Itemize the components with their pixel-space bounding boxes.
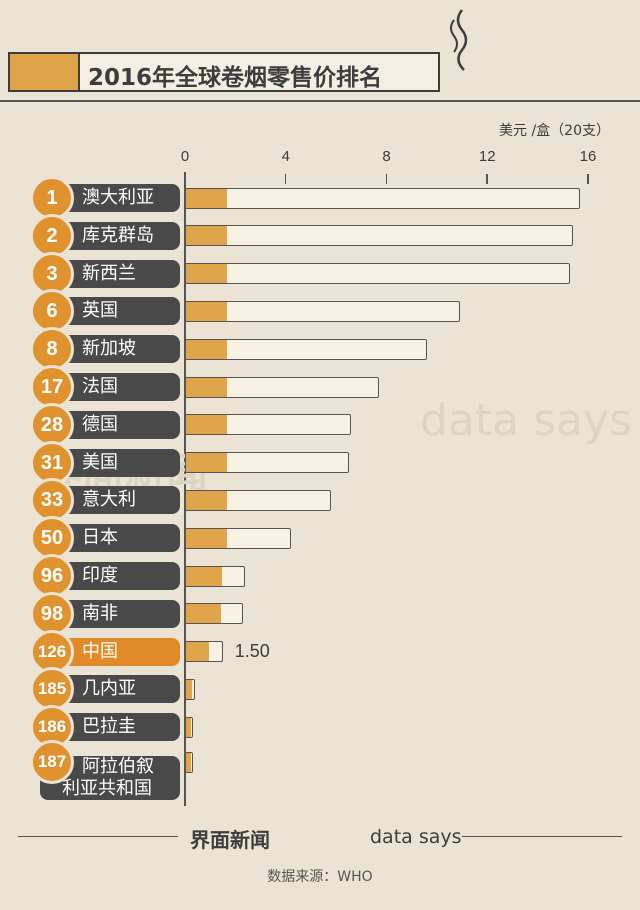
- rank-badge: 186: [30, 705, 74, 750]
- bar-filter: [186, 415, 227, 435]
- bar: [185, 338, 427, 360]
- bar: [185, 263, 571, 285]
- bar-filter: [186, 339, 227, 359]
- rank-badge: 185: [30, 667, 74, 712]
- source: 数据来源：WHO: [267, 869, 373, 885]
- bar-filter: [186, 377, 227, 397]
- bar-filter: [186, 264, 227, 284]
- rank-badge: 187: [30, 740, 74, 784]
- bar: [185, 751, 193, 773]
- bar: [185, 641, 223, 663]
- bar: [185, 603, 243, 625]
- title-box: [8, 52, 440, 92]
- bar: [185, 300, 460, 322]
- rank-badge: 17: [30, 365, 74, 409]
- bar: [185, 452, 349, 474]
- rank-badge: 6: [30, 289, 74, 334]
- rank-badge: 96: [30, 554, 74, 598]
- brand-logo: 界面新闻: [190, 828, 270, 852]
- value-label: 1.50: [234, 640, 270, 661]
- x-tick-label: 4: [281, 148, 290, 165]
- bar-filter: [186, 604, 221, 624]
- smoke: [450, 9, 468, 71]
- rank-badge: 50: [30, 516, 74, 561]
- bar: [185, 527, 291, 549]
- bar-filter: [186, 528, 227, 548]
- rank-badge: 2: [30, 213, 74, 258]
- footer-rule: [462, 836, 622, 837]
- bar: [185, 489, 332, 511]
- footer-rule: [18, 836, 178, 837]
- axis-line: [184, 172, 186, 806]
- x-tick-label: 0: [180, 148, 190, 165]
- bar: [185, 414, 352, 436]
- chart-title: 2016年全球卷烟零售价排名: [88, 65, 383, 91]
- x-tick-label: 12: [478, 148, 496, 165]
- bar-filter: [186, 717, 191, 737]
- tick-mark: [184, 174, 186, 184]
- bar: [185, 225, 573, 247]
- brand-logo: data says: [370, 826, 462, 848]
- bar-filter: [186, 752, 191, 772]
- bar-filter: [186, 188, 227, 208]
- tick-mark: [385, 174, 387, 184]
- x-tick-label: 8: [382, 148, 391, 165]
- bar: [185, 565, 246, 587]
- x-tick-label: 16: [579, 148, 597, 165]
- bar-filter: [186, 226, 227, 246]
- tick-mark: [284, 174, 287, 184]
- bar-filter: [186, 453, 227, 473]
- bar: [185, 716, 193, 738]
- bar: [185, 678, 196, 700]
- unit-label: 美元 /盒（20支）: [499, 123, 610, 139]
- watermark: data says: [420, 395, 632, 446]
- bar-filter: [186, 679, 193, 699]
- bar-filter: [186, 301, 227, 321]
- bar-filter: [186, 566, 223, 586]
- header-rule: [0, 100, 640, 102]
- rank-badge: 28: [30, 402, 74, 447]
- title-icon: [10, 54, 80, 90]
- tick-mark: [486, 174, 488, 184]
- tick-mark: [587, 174, 589, 184]
- bar-filter: [186, 642, 209, 662]
- bar: [185, 376, 379, 398]
- bar: [185, 187, 581, 209]
- bar-filter: [186, 490, 227, 510]
